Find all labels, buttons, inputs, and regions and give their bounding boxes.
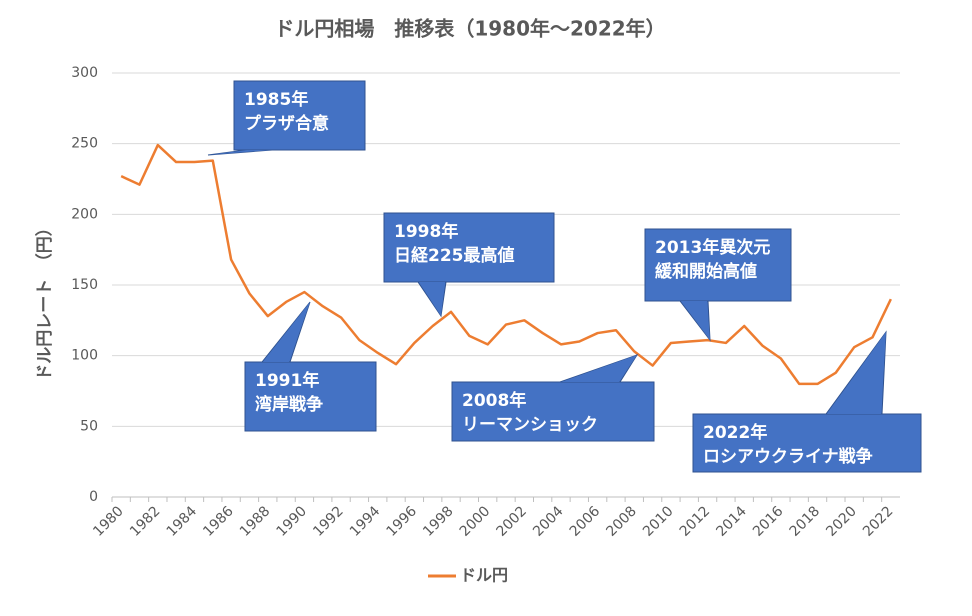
- callout-text: 1998年: [394, 221, 458, 242]
- y-tick-label: 200: [71, 206, 98, 222]
- line-series: [120, 143, 892, 386]
- callout-text: ロシアウクライナ戦争: [703, 446, 873, 467]
- y-tick-label: 150: [71, 277, 98, 293]
- callout-text: 2008年: [462, 390, 526, 411]
- callout-box: [451, 381, 655, 442]
- y-tick-label: 100: [71, 348, 98, 364]
- callout-text: 緩和開始高値: [655, 261, 757, 282]
- callout-join: [561, 355, 637, 382]
- callout-text: 2013年異次元: [655, 237, 770, 258]
- y-tick-label: 0: [89, 489, 98, 505]
- callout-text: 湾岸戦争: [255, 394, 323, 415]
- callout-box: [383, 212, 555, 283]
- y-tick-label: 250: [71, 136, 98, 152]
- callout-join: [681, 301, 710, 340]
- callout-join: [263, 302, 310, 362]
- callout-text: 1991年: [255, 370, 319, 391]
- callout-text: リーマンショック: [462, 415, 598, 435]
- y-tick-label: 50: [80, 418, 98, 434]
- callout-box: [692, 413, 922, 473]
- callout-text: 2022年: [703, 422, 767, 443]
- y-axis-label: ドル円レート （円）: [34, 219, 55, 381]
- callout-box: [244, 361, 377, 432]
- callout-text: プラザ合意: [244, 113, 329, 134]
- callout-box: [233, 80, 366, 151]
- callout-join: [419, 282, 445, 316]
- legend-label: ドル円: [460, 566, 508, 585]
- callout-join: [208, 150, 271, 155]
- callout-text: 1985年: [244, 89, 308, 110]
- callout-text: 日経225最高値: [394, 245, 515, 266]
- callout-box: [644, 228, 792, 302]
- chart-title: ドル円相場 推移表（1980年～2022年）: [274, 17, 665, 41]
- callout-join: [827, 332, 886, 414]
- y-tick-label: 300: [71, 65, 98, 81]
